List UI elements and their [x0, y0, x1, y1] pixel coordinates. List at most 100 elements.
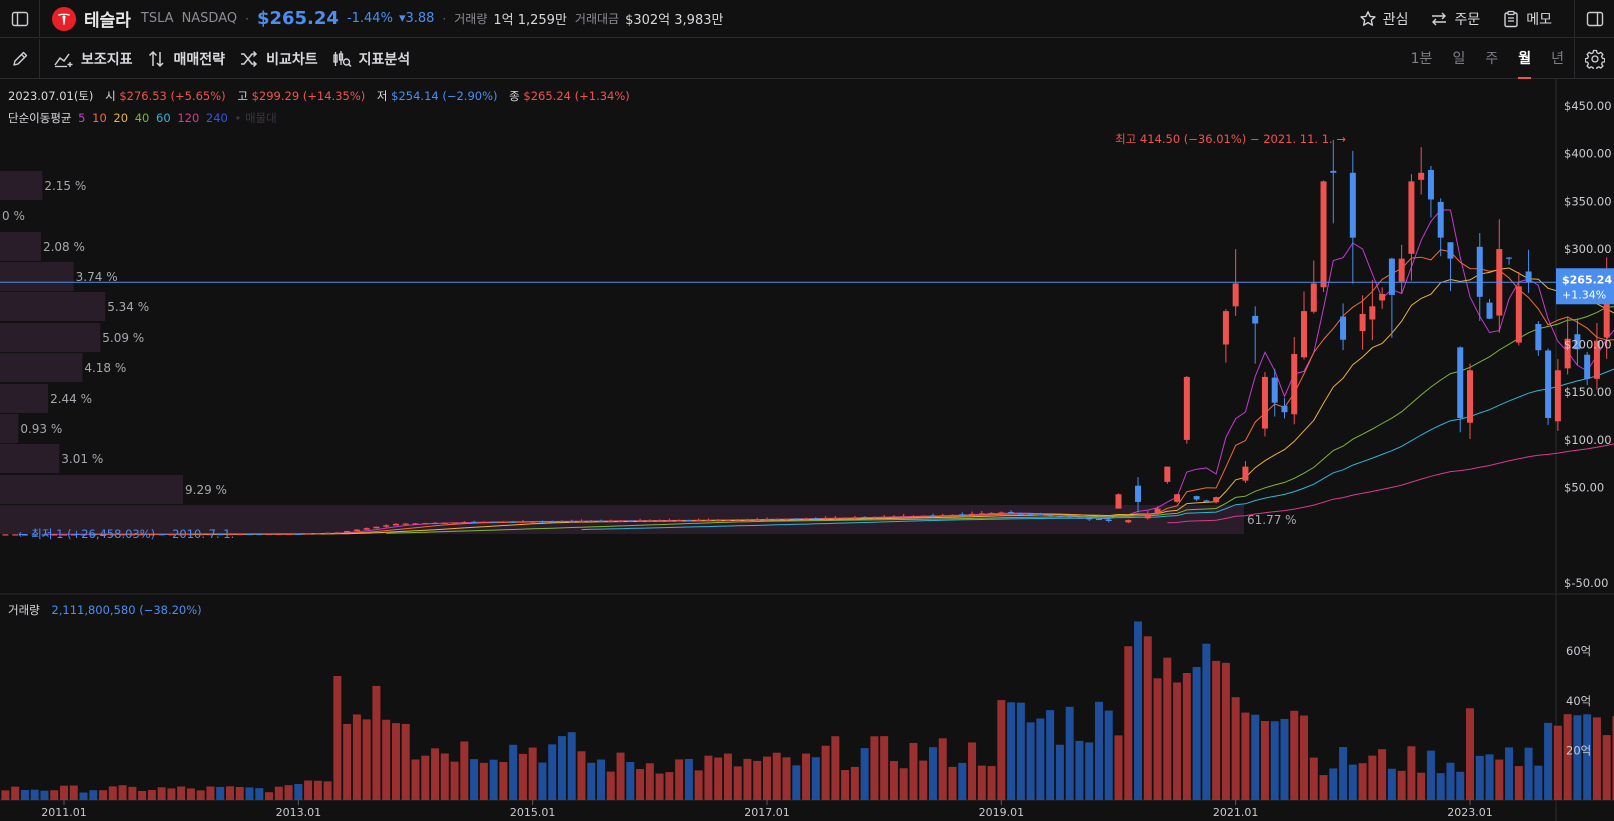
candle-body [1252, 315, 1259, 324]
time-axis-tick: 2021.01 [1213, 806, 1259, 819]
candle-body [764, 519, 770, 521]
volume-profile-legend: • 매물대 [234, 111, 277, 125]
candle-body [1125, 520, 1132, 523]
candle-body [812, 518, 819, 520]
candle-body [510, 521, 517, 523]
shuffle-icon [241, 50, 258, 67]
candle-body [832, 517, 839, 520]
trading-strategy-label: 매매전략 [173, 51, 226, 68]
candle-body [1506, 257, 1513, 259]
volume-bar [323, 781, 332, 800]
compare-chart-label: 비교차트 [266, 51, 318, 68]
volume-bar [147, 789, 156, 800]
chart-line-plus-icon [54, 53, 73, 67]
volume-bar [30, 789, 39, 800]
volume-bar [870, 736, 879, 800]
volume-profile-bar [0, 414, 19, 443]
volume-bar [899, 768, 908, 800]
volume-profile-label: 5.09 % [102, 331, 144, 345]
candle-body [1535, 324, 1542, 351]
volume-bar [763, 756, 771, 800]
price-axis-tick: $200.00 [1564, 338, 1612, 352]
candle-body [90, 534, 97, 536]
volume-bar [1036, 718, 1045, 800]
volume-bar [382, 719, 391, 800]
watchlist-button[interactable]: 관심 [1359, 9, 1408, 29]
volume-profile-label: 2.15 % [44, 179, 86, 193]
volume-bar [811, 757, 820, 800]
volume-bar [1016, 702, 1025, 800]
sort-arrows-icon [148, 50, 164, 67]
volume-bar [704, 755, 713, 800]
memo-button[interactable]: 메모 [1502, 9, 1552, 29]
indicator-analysis-button[interactable]: 지표분석 [332, 49, 410, 69]
candle-body [744, 519, 751, 521]
candle-body [217, 534, 224, 536]
candle-body [900, 516, 907, 518]
sidebar-toggle-button[interactable] [0, 0, 40, 38]
close-value: $265.24 (+1.34%) [523, 89, 630, 103]
volume-bar [1055, 744, 1064, 800]
candle-body [715, 519, 722, 522]
volume-bar [636, 769, 645, 800]
order-button[interactable]: 주문 [1430, 9, 1480, 29]
candle-body [61, 534, 67, 536]
candle-body [1418, 172, 1425, 180]
candle-body [558, 520, 565, 523]
indicator-button[interactable]: 보조지표 [54, 49, 133, 69]
volume-bar [1163, 657, 1172, 800]
volume-bar [880, 736, 889, 800]
volume-bar [1446, 762, 1455, 800]
trading-strategy-button[interactable]: 매매전략 [147, 49, 226, 69]
price-change-percent: -1.44% [346, 11, 393, 26]
drawing-tool-button[interactable] [0, 38, 40, 79]
volume-legend-label: 거래량 [8, 603, 40, 617]
volume-bar [177, 786, 186, 800]
volume-bar [11, 786, 20, 800]
candle-body [80, 534, 87, 536]
volume-profile-label: 3.01 % [61, 452, 103, 466]
volume-bar [108, 786, 117, 800]
ma-line-120 [1167, 443, 1614, 524]
volume-value: 1억 1,259만 [493, 13, 567, 28]
candle-body [695, 520, 702, 522]
period-year[interactable]: 년 [1551, 51, 1564, 67]
volume-bar [714, 757, 723, 800]
moving-average-legend[interactable]: 단순이동평균 5 10 20 40 60 120 240 • 매물대 [8, 110, 277, 126]
period-day[interactable]: 일 [1452, 51, 1466, 67]
low-annotation: ← 최저 1 (+26,458.03%) − 2010. 7. 1. [18, 527, 234, 541]
price-axis-tick: $150.00 [1564, 385, 1612, 399]
volume-bar [1407, 746, 1416, 800]
right-panel-toggle-button[interactable] [1574, 0, 1614, 38]
time-axis-tick: 2015.01 [510, 806, 556, 819]
candle-body [734, 519, 741, 521]
volume-bar [1466, 708, 1474, 800]
candle-body [461, 522, 468, 524]
period-minute[interactable]: 1분 [1410, 51, 1433, 67]
compare-chart-button[interactable]: 비교차트 [239, 49, 318, 69]
volume-bar [333, 676, 342, 800]
candle-body [383, 525, 390, 527]
settings-button[interactable] [1574, 39, 1614, 79]
ohlc-date: 2023.07.01(토) [8, 89, 94, 103]
candle-body [1281, 405, 1288, 413]
candle-body [1066, 516, 1073, 518]
period-week[interactable]: 주 [1485, 51, 1499, 67]
volume-bar [1241, 712, 1250, 800]
volume-bar [216, 786, 225, 800]
volume-bar [313, 780, 322, 800]
period-selector: 1분 일 주 월 년 [1391, 39, 1564, 79]
volume-bar [919, 760, 928, 800]
swap-arrows-icon [1432, 12, 1447, 26]
volume-bar [509, 744, 518, 800]
candle-body [1457, 347, 1464, 418]
period-month[interactable]: 월 [1518, 39, 1531, 79]
volume-bar [1300, 715, 1309, 800]
price-chart[interactable]: 2.15 % 0 % 2.08 % 3.74 % 5.34 % 5.09 % 4.18 % 2… [0, 79, 1614, 821]
ma-5: 5 [78, 111, 86, 125]
volume-bar [1417, 772, 1426, 800]
price-axis-tick: $400.00 [1564, 147, 1612, 161]
volume-bar [1270, 721, 1279, 800]
volume-bar [1075, 740, 1084, 800]
candle-body [1164, 466, 1171, 482]
